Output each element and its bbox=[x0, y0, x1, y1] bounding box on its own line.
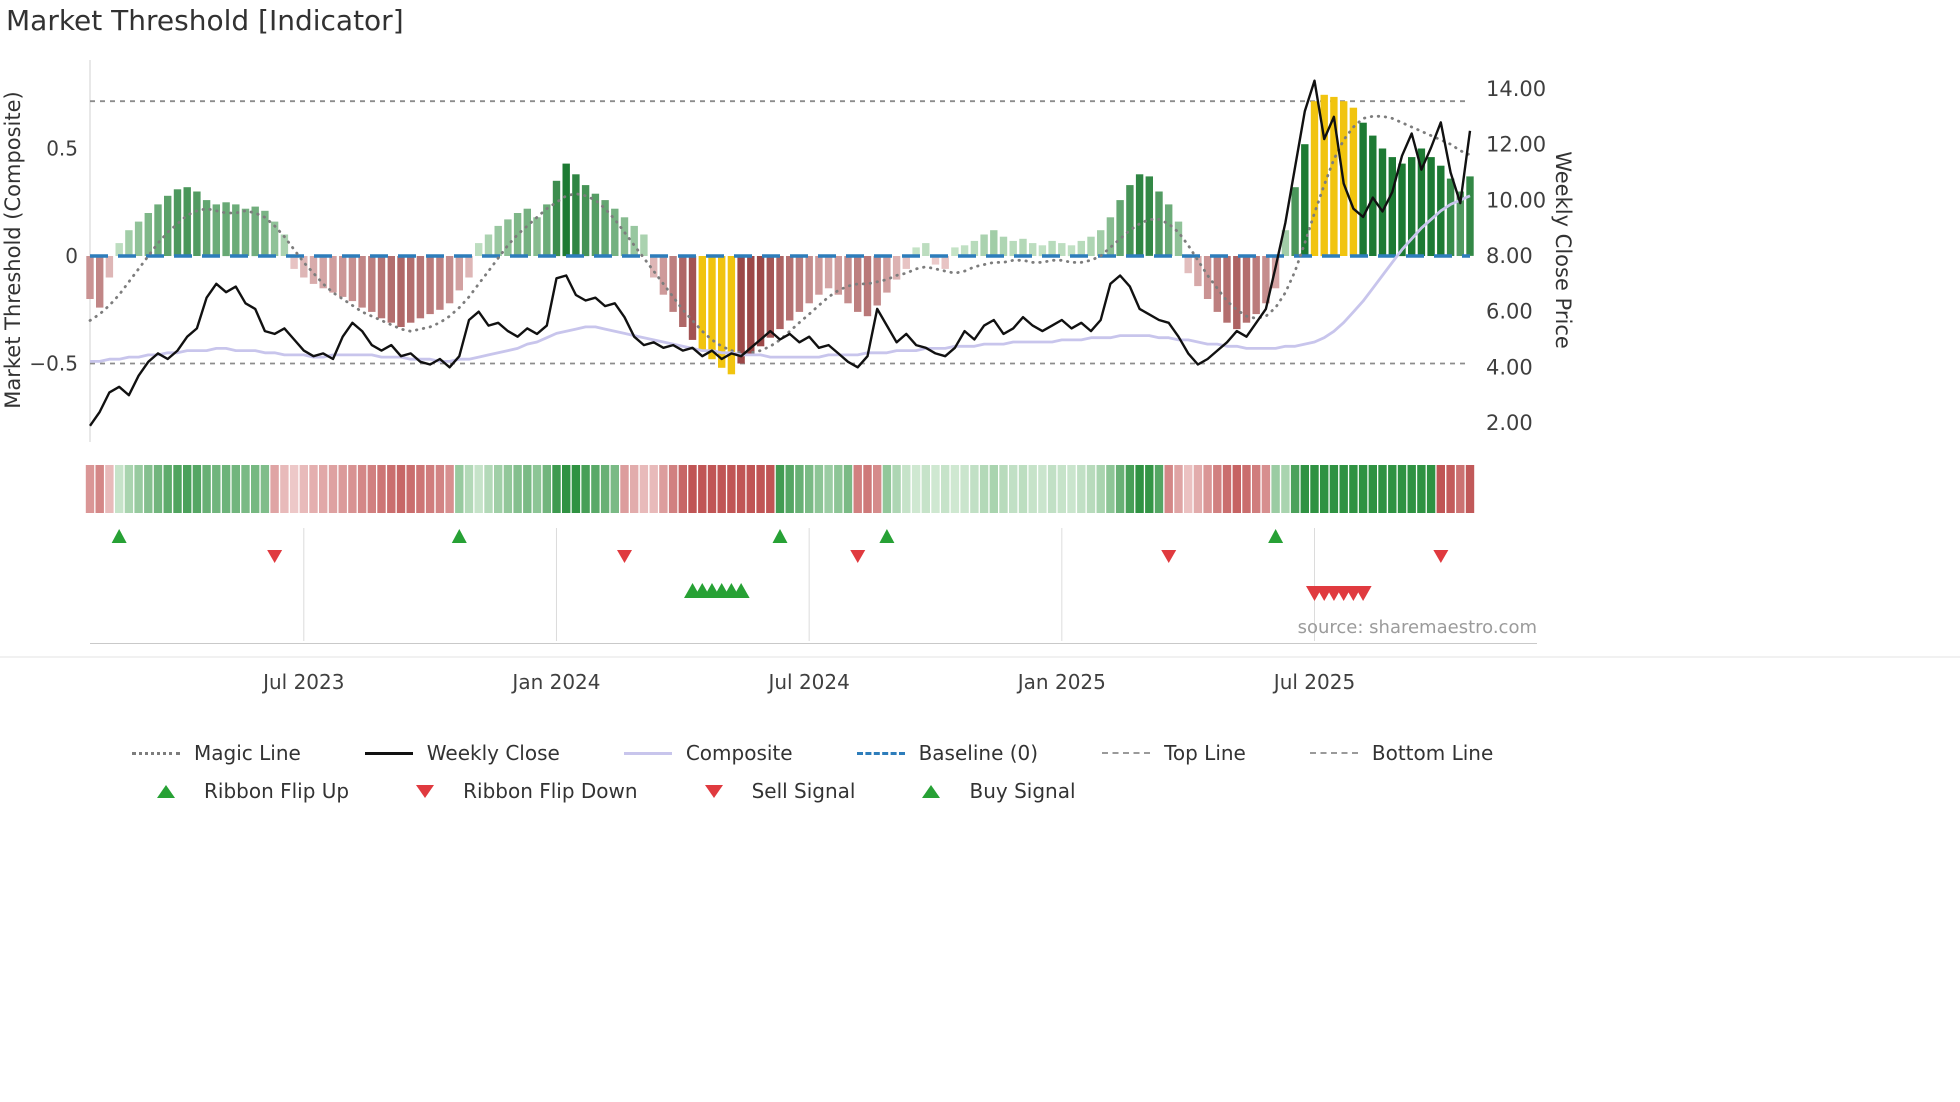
legend-item-composite: Composite bbox=[623, 741, 793, 765]
legend-label: Ribbon Flip Up bbox=[204, 779, 350, 803]
svg-text:6.00: 6.00 bbox=[1486, 300, 1533, 324]
legend-label: Baseline (0) bbox=[918, 741, 1039, 765]
svg-text:14.00: 14.00 bbox=[1486, 77, 1546, 101]
svg-text:8.00: 8.00 bbox=[1486, 244, 1533, 268]
indicator-chart: 0.5 0 −0.5 14.00 12.00 10.00 8.00 6.00 4.00 2.00 M… bbox=[0, 60, 1960, 694]
right-axis-ticks: 14.00 12.00 10.00 8.00 6.00 4.00 2.00 bbox=[1486, 77, 1546, 435]
svg-text:−0.5: −0.5 bbox=[29, 352, 78, 376]
legend-item-top-line: Top Line bbox=[1102, 741, 1246, 765]
legend-label: Weekly Close bbox=[426, 741, 560, 765]
legend-item-weekly-close: Weekly Close bbox=[364, 741, 560, 765]
x-axis-ticks: Jul 2023 Jan 2024 Jul 2024 Jan 2025 Jul 2025 bbox=[261, 670, 1355, 694]
dashed-gray-icon bbox=[1309, 745, 1358, 761]
triangle-up-green-icon bbox=[142, 783, 190, 799]
signal-panel-gridlines bbox=[303, 528, 1316, 641]
svg-text:2.00: 2.00 bbox=[1486, 411, 1533, 435]
svg-text:4.00: 4.00 bbox=[1486, 355, 1533, 379]
legend-label: Composite bbox=[685, 741, 793, 765]
dotted-gray-icon bbox=[132, 745, 180, 761]
legend-label: Bottom Line bbox=[1371, 741, 1494, 765]
chart-title: Market Threshold [Indicator] bbox=[6, 4, 404, 37]
solid-black-icon bbox=[364, 745, 413, 761]
sell-signal-markers bbox=[1306, 586, 1372, 601]
triangle-down-red-icon bbox=[690, 783, 738, 799]
legend-item-buy-signal: Buy Signal bbox=[907, 779, 1076, 803]
ribbon-flip-up-markers bbox=[111, 529, 1284, 543]
svg-text:Jul 2025: Jul 2025 bbox=[1272, 670, 1355, 694]
triangle-down-red-icon bbox=[401, 783, 449, 799]
buy-signal-markers bbox=[684, 583, 750, 598]
magic-line bbox=[88, 114, 1472, 355]
svg-text:0.5: 0.5 bbox=[46, 137, 78, 161]
legend-item-bottom-line: Bottom Line bbox=[1309, 741, 1494, 765]
ribbon-flip-down-markers bbox=[267, 550, 1449, 563]
solid-lavender-icon bbox=[623, 745, 672, 761]
legend-label: Sell Signal bbox=[751, 779, 856, 803]
legend-label: Ribbon Flip Down bbox=[463, 779, 638, 803]
left-axis-ticks: 0.5 0 −0.5 bbox=[29, 137, 78, 376]
svg-text:Market Threshold (Composite): Market Threshold (Composite) bbox=[1, 91, 25, 409]
legend-item-baseline-0-: Baseline (0) bbox=[856, 741, 1039, 765]
legend-item-sell-signal: Sell Signal bbox=[690, 779, 856, 803]
svg-text:12.00: 12.00 bbox=[1486, 133, 1546, 157]
svg-text:Jan 2025: Jan 2025 bbox=[1016, 670, 1106, 694]
legend-item-ribbon-flip-up: Ribbon Flip Up bbox=[142, 779, 349, 803]
svg-text:10.00: 10.00 bbox=[1486, 188, 1546, 212]
composite-line bbox=[90, 194, 1471, 363]
svg-text:source: sharemaestro.com: source: sharemaestro.com bbox=[1298, 617, 1537, 638]
svg-text:Jul 2024: Jul 2024 bbox=[766, 670, 849, 694]
triangle-up-green-icon bbox=[907, 783, 955, 799]
trend-ribbon bbox=[85, 465, 1475, 513]
dashed-gray-icon bbox=[1102, 745, 1151, 761]
legend-label: Top Line bbox=[1164, 741, 1246, 765]
weekly-close-line bbox=[89, 79, 1472, 427]
svg-text:Jan 2024: Jan 2024 bbox=[510, 670, 600, 694]
svg-text:Jul 2023: Jul 2023 bbox=[261, 670, 344, 694]
legend-row-markers: Ribbon Flip Up Ribbon Flip Down Sell Signa… bbox=[142, 774, 1652, 808]
legend: Magic Line Weekly Close Composite Baseline … bbox=[132, 736, 1652, 808]
svg-text:Weekly Close Price: Weekly Close Price bbox=[1551, 151, 1575, 349]
threshold-bars bbox=[86, 94, 1474, 375]
legend-row-lines: Magic Line Weekly Close Composite Baseline … bbox=[132, 736, 1652, 770]
legend-label: Magic Line bbox=[194, 741, 301, 765]
legend-label: Buy Signal bbox=[969, 779, 1076, 803]
legend-item-magic-line: Magic Line bbox=[132, 741, 301, 765]
dashed-blue-icon bbox=[856, 745, 905, 761]
legend-item-ribbon-flip-down: Ribbon Flip Down bbox=[401, 779, 638, 803]
svg-text:0: 0 bbox=[65, 244, 78, 268]
